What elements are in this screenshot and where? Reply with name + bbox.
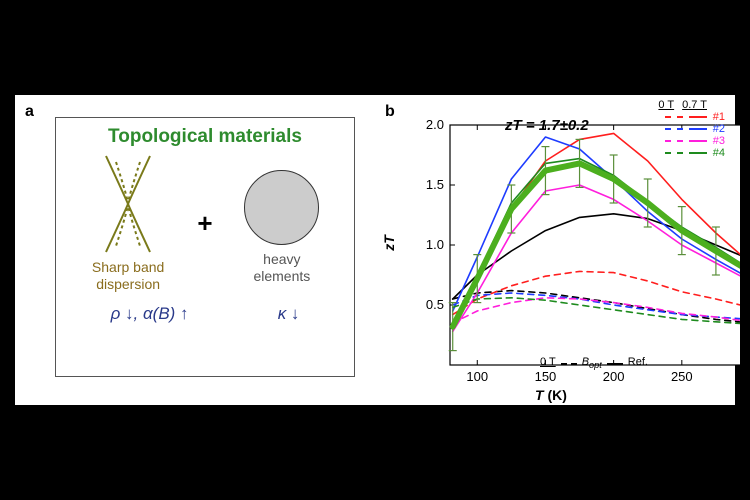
svg-text:200: 200 bbox=[603, 369, 625, 384]
svg-text:1.5: 1.5 bbox=[426, 177, 444, 192]
legend-row: #1 bbox=[658, 111, 725, 123]
kappa-equation: κ ↓ bbox=[278, 304, 300, 324]
legend-row: #4 bbox=[658, 147, 725, 159]
sharp-band-col: Sharp banddispersion bbox=[73, 154, 183, 291]
y-axis-label: zT bbox=[381, 235, 397, 251]
svg-text:0.5: 0.5 bbox=[426, 297, 444, 312]
rho-alpha-equation: ρ ↓, α(B) ↑ bbox=[111, 304, 189, 324]
series-legend: 0 T 0.7 T #1#2#3#4 bbox=[658, 99, 725, 159]
legend-0t-header: 0 T bbox=[658, 99, 674, 111]
panel-a-box: Topological materials Sharp banddispersi… bbox=[55, 117, 355, 377]
svg-text:300: 300 bbox=[739, 369, 740, 384]
sharp-band-label: Sharp banddispersion bbox=[73, 259, 183, 291]
panel-b: b 1001502002503000.51.01.52.0 zT = 1.7±0… bbox=[375, 95, 735, 405]
panel-b-label: b bbox=[385, 103, 395, 121]
panel-a-content: Sharp banddispersion + heavyelements bbox=[66, 148, 344, 298]
legend-row: #3 bbox=[658, 135, 725, 147]
heavy-element-circle-icon bbox=[244, 170, 319, 245]
ref-solid-icon bbox=[607, 363, 623, 365]
heavy-elements-label: heavyelements bbox=[227, 251, 337, 283]
ref-label: Ref. bbox=[628, 356, 648, 368]
x-axis-label: T (K) bbox=[535, 387, 567, 403]
legend-row: #2 bbox=[658, 123, 725, 135]
band-dispersion-icon bbox=[88, 154, 168, 254]
panel-a: a Topological materials Sharp banddisper… bbox=[15, 95, 375, 405]
topological-title: Topological materials bbox=[66, 126, 344, 148]
svg-text:100: 100 bbox=[466, 369, 488, 384]
equations-row: ρ ↓, α(B) ↑ κ ↓ bbox=[66, 304, 344, 324]
ref-legend: 0 T Bopt Ref. bbox=[540, 356, 648, 370]
zt-annotation: zT = 1.7±0.2 bbox=[505, 117, 589, 134]
legend-07t-header: 0.7 T bbox=[682, 99, 707, 111]
ref-dash-icon bbox=[561, 363, 577, 365]
zt-annotation-text: zT = 1.7±0.2 bbox=[505, 117, 589, 134]
svg-text:250: 250 bbox=[671, 369, 693, 384]
svg-text:150: 150 bbox=[535, 369, 557, 384]
figure-container: a Topological materials Sharp banddisper… bbox=[15, 95, 735, 405]
ref-bopt: Bopt bbox=[582, 356, 602, 370]
panel-a-label: a bbox=[25, 103, 34, 121]
svg-text:1.0: 1.0 bbox=[426, 237, 444, 252]
plus-sign: + bbox=[197, 208, 212, 239]
svg-text:2.0: 2.0 bbox=[426, 117, 444, 132]
ref-0t: 0 T bbox=[540, 356, 556, 368]
heavy-elements-col: heavyelements bbox=[227, 162, 337, 283]
